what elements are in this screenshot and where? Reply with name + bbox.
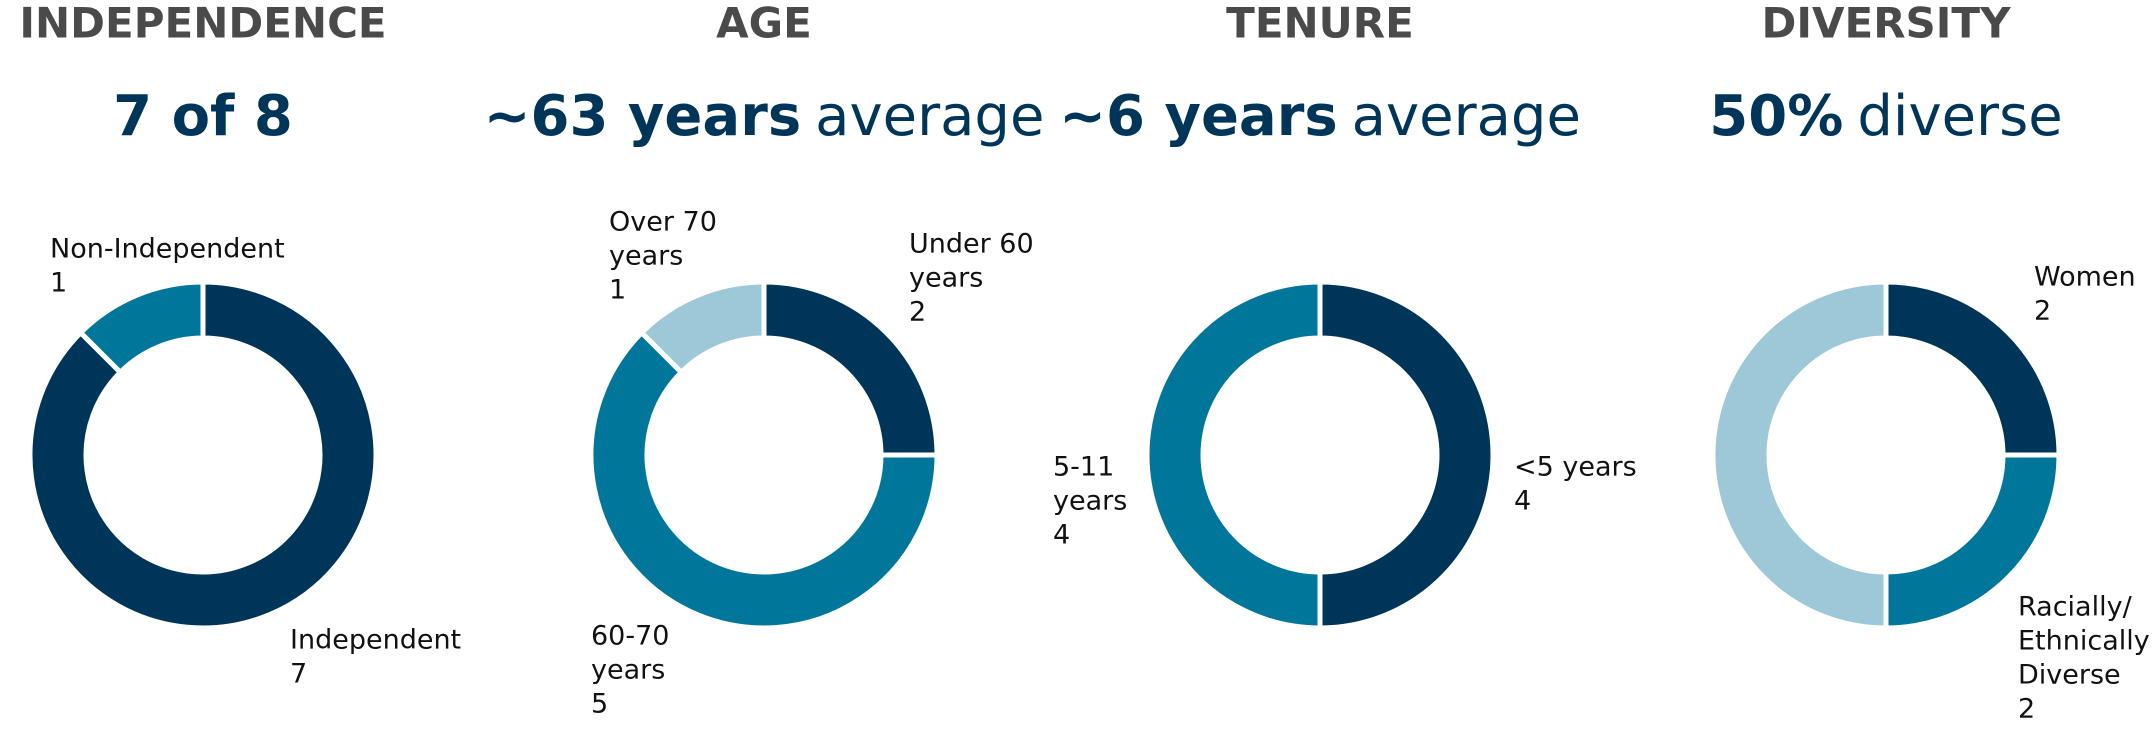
slice-label: 60-70 bbox=[591, 621, 669, 652]
subtitle-regular: diverse bbox=[1857, 84, 2062, 149]
slice-label: Racially/ bbox=[2018, 592, 2133, 623]
slice-label: Non-Independent bbox=[50, 234, 285, 265]
donut-slice bbox=[588, 329, 940, 631]
donut-slice bbox=[638, 279, 767, 376]
slice-label: years bbox=[1053, 486, 1127, 517]
subtitle-bold: ~6 years bbox=[1059, 84, 1338, 149]
slice-label: <5 years bbox=[1514, 452, 1637, 483]
slice-value: 7 bbox=[290, 659, 307, 690]
slice-label: Women bbox=[2034, 262, 2136, 293]
subtitle-regular: average bbox=[815, 84, 1044, 149]
slice-label: years bbox=[909, 263, 983, 294]
chart-subtitle: 50% diverse bbox=[1709, 84, 2062, 149]
chart-subtitle: ~63 years average bbox=[484, 84, 1045, 149]
donut-slice bbox=[1144, 279, 1323, 631]
slice-label: Over 70 bbox=[609, 207, 717, 238]
donut-slice bbox=[1710, 279, 1889, 631]
chart-title: TENURE bbox=[1226, 0, 1414, 48]
slice-value: 2 bbox=[2018, 694, 2035, 725]
subtitle-regular: average bbox=[1352, 84, 1581, 149]
donut-slice bbox=[1317, 279, 1496, 631]
slice-label: Independent bbox=[290, 625, 461, 656]
subtitle-bold: 50% bbox=[1709, 84, 1843, 149]
slice-label: years bbox=[591, 655, 665, 686]
chart-subtitle: ~6 years average bbox=[1059, 84, 1581, 149]
slice-value: 4 bbox=[1053, 520, 1070, 551]
chart-title: INDEPENDENCE bbox=[19, 0, 386, 48]
slice-value: 1 bbox=[609, 275, 626, 306]
slice-value: 1 bbox=[50, 268, 67, 299]
donut-slice bbox=[77, 279, 206, 376]
chart-title: AGE bbox=[716, 0, 812, 48]
donut-slice bbox=[27, 279, 379, 631]
slice-value: 4 bbox=[1514, 486, 1531, 517]
chart-subtitle: 7 of 8 bbox=[113, 84, 293, 149]
slice-value: 2 bbox=[2034, 296, 2051, 327]
slice-label: Diverse bbox=[2018, 660, 2121, 691]
slice-value: 5 bbox=[591, 689, 608, 720]
chart-title: DIVERSITY bbox=[1762, 0, 2012, 48]
slice-label: Under 60 bbox=[909, 229, 1034, 260]
slice-label: 5-11 bbox=[1053, 452, 1114, 483]
subtitle-bold: ~63 years bbox=[484, 84, 802, 149]
slice-label: Ethnically bbox=[2018, 626, 2150, 657]
slice-label: years bbox=[609, 241, 683, 272]
subtitle-bold: 7 of 8 bbox=[113, 84, 293, 149]
slice-value: 2 bbox=[909, 297, 926, 328]
